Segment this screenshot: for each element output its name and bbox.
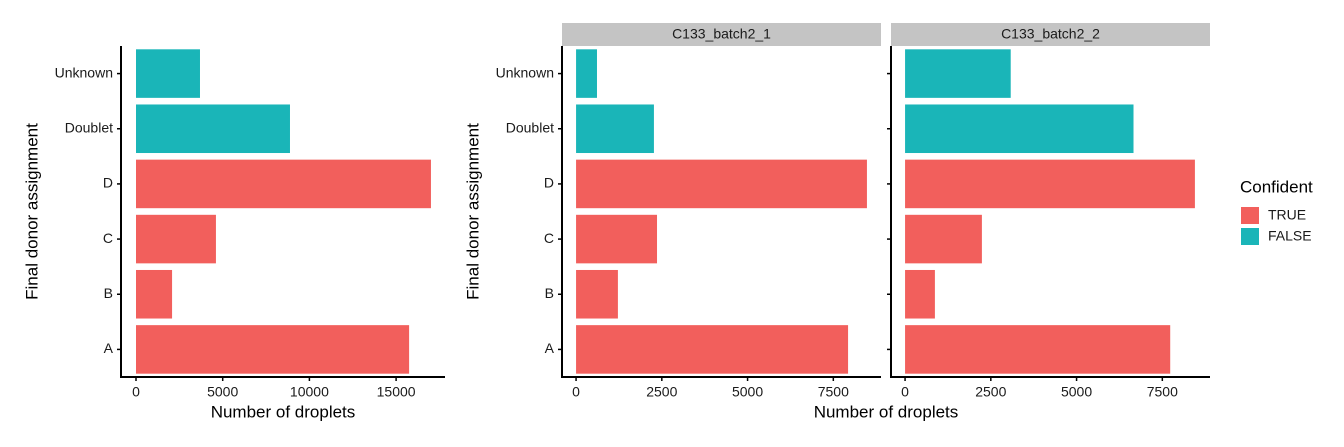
bar — [135, 159, 431, 209]
x-tick-label: 2500 — [646, 384, 677, 400]
x-axis-title: Number of droplets — [211, 402, 356, 421]
bar — [905, 325, 1171, 374]
bar — [905, 159, 1195, 209]
y-tick-label: C — [544, 230, 554, 246]
y-axis-title: Final donor assignment — [22, 123, 41, 300]
legend-title: Confident — [1240, 177, 1313, 196]
x-tick-label: 0 — [132, 384, 140, 400]
y-tick-label: C — [103, 230, 113, 246]
bar — [576, 49, 597, 98]
legend-key — [1241, 228, 1259, 245]
x-tick-label: 10000 — [290, 384, 329, 400]
y-tick-label: B — [104, 285, 113, 301]
facet-title: C133_batch2_2 — [1001, 26, 1100, 42]
bar — [576, 269, 618, 319]
y-axis-title: Final donor assignment — [463, 123, 482, 300]
x-tick-label: 2500 — [975, 384, 1006, 400]
bar — [905, 214, 982, 264]
legend-key — [1241, 207, 1259, 224]
bar — [576, 159, 867, 209]
x-tick-label: 7500 — [818, 384, 849, 400]
bar — [135, 104, 290, 154]
x-tick-label: 7500 — [1147, 384, 1178, 400]
bar — [905, 104, 1134, 154]
legend-label: FALSE — [1268, 228, 1312, 244]
bar — [905, 269, 935, 319]
y-tick-label: Doublet — [65, 119, 113, 135]
bar — [135, 214, 216, 264]
facet-strip — [562, 23, 881, 46]
x-tick-label: 0 — [901, 384, 909, 400]
bar — [576, 325, 849, 374]
y-tick-label: A — [545, 340, 555, 356]
bar — [135, 269, 173, 319]
x-tick-label: 5000 — [732, 384, 763, 400]
facet-title: C133_batch2_1 — [672, 26, 771, 42]
x-axis-title: Number of droplets — [814, 402, 959, 421]
bar — [135, 49, 200, 98]
y-tick-label: Unknown — [55, 64, 113, 80]
x-tick-label: 5000 — [207, 384, 238, 400]
y-tick-label: Unknown — [496, 64, 554, 80]
y-tick-label: Doublet — [506, 119, 554, 135]
y-tick-label: D — [103, 175, 113, 191]
x-tick-label: 5000 — [1061, 384, 1092, 400]
x-tick-label: 15000 — [377, 384, 416, 400]
bar — [905, 49, 1011, 98]
x-tick-label: 0 — [572, 384, 580, 400]
y-tick-label: B — [545, 285, 554, 301]
y-tick-label: D — [544, 175, 554, 191]
bar — [576, 214, 658, 264]
legend-label: TRUE — [1268, 207, 1306, 223]
bar — [576, 104, 654, 154]
y-tick-label: A — [104, 340, 114, 356]
bar — [135, 325, 410, 374]
facet-strip — [891, 23, 1210, 46]
